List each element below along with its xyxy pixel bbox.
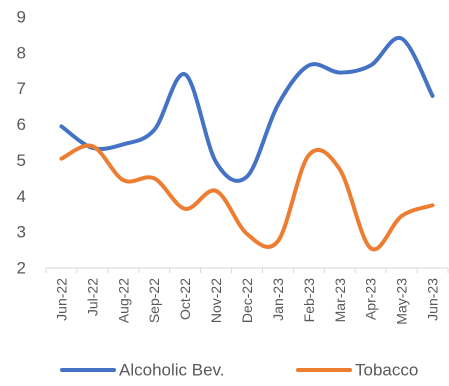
y-tick-label: 3 <box>17 223 26 242</box>
data-point-s0-9 <box>338 71 342 75</box>
x-tick-label: Mar-23 <box>332 278 348 323</box>
series-line-0 <box>59 35 435 183</box>
x-tick-label: Oct-22 <box>177 278 193 320</box>
data-point-s0-2 <box>121 142 125 146</box>
data-point-s1-1 <box>90 144 94 148</box>
y-tick-label: 5 <box>17 151 26 170</box>
y-tick-label: 7 <box>17 79 26 98</box>
data-point-s1-3 <box>152 176 156 180</box>
y-tick-label: 8 <box>17 43 26 62</box>
x-tick-label: Jan-23 <box>270 278 286 321</box>
x-tick-label: Sep-22 <box>146 278 162 323</box>
data-point-s1-2 <box>121 178 125 182</box>
data-point-s0-0 <box>59 124 63 128</box>
y-tick-label: 2 <box>17 259 26 278</box>
legend-label-0: Alcoholic Bev. <box>119 361 225 380</box>
data-point-s0-4 <box>183 72 187 76</box>
data-point-s1-10 <box>369 246 373 250</box>
data-point-s0-8 <box>307 63 311 67</box>
data-point-s0-3 <box>152 128 156 132</box>
data-point-s0-6 <box>245 175 249 179</box>
data-point-s0-7 <box>276 103 280 107</box>
series-line-1 <box>59 143 435 252</box>
x-tick-label: Apr-23 <box>363 278 379 320</box>
data-point-s1-11 <box>400 214 404 218</box>
x-tick-label: Jun-23 <box>425 278 441 321</box>
data-point-s0-5 <box>214 160 218 164</box>
x-tick-label: Aug-22 <box>115 278 131 323</box>
legend-label-1: Tobacco <box>355 361 418 380</box>
data-point-s0-12 <box>431 94 435 98</box>
data-point-s1-5 <box>214 189 218 193</box>
x-tick-label: Dec-22 <box>239 278 255 323</box>
y-tick-label: 9 <box>17 8 26 27</box>
x-tick-label: Jul-22 <box>84 278 100 316</box>
data-point-s1-9 <box>338 167 342 171</box>
x-tick-label: Nov-22 <box>208 278 224 323</box>
data-point-s0-11 <box>400 37 404 41</box>
y-tick-label: 4 <box>17 187 26 206</box>
x-tick-label: Feb-23 <box>301 278 317 323</box>
data-point-s1-7 <box>276 239 280 243</box>
data-point-s1-12 <box>431 203 435 207</box>
data-point-s1-0 <box>59 157 63 161</box>
data-point-s1-4 <box>183 207 187 211</box>
data-point-s0-10 <box>369 63 373 67</box>
data-point-s1-6 <box>245 232 249 236</box>
data-point-s1-8 <box>307 153 311 157</box>
y-tick-label: 6 <box>17 115 26 134</box>
x-tick-label: May-23 <box>394 278 410 325</box>
x-tick-label: Jun-22 <box>53 278 69 321</box>
